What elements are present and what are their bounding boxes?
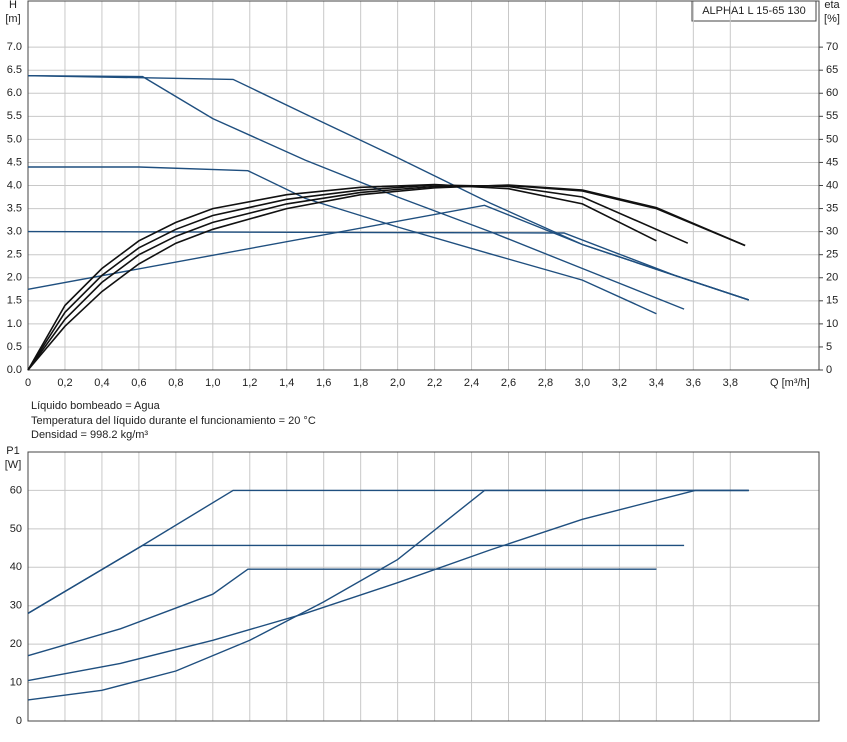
- y-tick-label: 5.5: [7, 110, 22, 122]
- y-tick-label: 40: [10, 561, 22, 573]
- x-tick-label: 2,4: [464, 377, 479, 389]
- y2-tick-label: 20: [826, 272, 838, 284]
- y-tick-label: 0: [16, 715, 22, 727]
- curve: [27, 489, 749, 701]
- curve: [28, 166, 657, 315]
- curve: [27, 184, 746, 371]
- y2-tick-label: 10: [826, 318, 838, 330]
- y2-tick-label: 35: [826, 202, 838, 214]
- x-tick-label: 3,2: [612, 377, 627, 389]
- x-axis-label: Q [m³/h]: [770, 377, 810, 389]
- plot-frame: [27, 0, 820, 371]
- x-tick-label: 3,8: [723, 377, 738, 389]
- x-tick-label: 0: [25, 377, 31, 389]
- y-tick-label: 60: [10, 484, 22, 496]
- y-axis-label: H: [9, 0, 17, 11]
- y2-axis-unit: [%]: [824, 13, 840, 25]
- y-tick-label: 7.0: [7, 41, 22, 53]
- y-tick-label: 0.5: [7, 341, 22, 353]
- y-tick-label: 6.5: [7, 64, 22, 76]
- x-tick-label: 3,4: [649, 377, 664, 389]
- y-tick-label: 1.0: [7, 318, 22, 330]
- curve: [27, 568, 657, 657]
- curve: [27, 184, 689, 371]
- y-tick-label: 3.5: [7, 202, 22, 214]
- chart-title: ALPHA1 L 15-65 130: [702, 5, 806, 17]
- y2-tick-label: 50: [826, 133, 838, 145]
- curve: [27, 183, 657, 371]
- y2-tick-label: 60: [826, 87, 838, 99]
- curve: [27, 75, 685, 310]
- curve: [27, 489, 749, 682]
- y2-tick-label: 5: [826, 341, 832, 353]
- y-tick-label: 10: [10, 676, 22, 688]
- y-tick-label: 50: [10, 523, 22, 535]
- x-tick-label: 0,2: [57, 377, 72, 389]
- y2-tick-label: 55: [826, 110, 838, 122]
- x-tick-label: 0,6: [131, 377, 146, 389]
- y-tick-label: 4.0: [7, 179, 22, 191]
- x-tick-label: 1,2: [242, 377, 257, 389]
- x-tick-label: 2,2: [427, 377, 442, 389]
- y-tick-label: 2.0: [7, 272, 22, 284]
- y-tick-label: 20: [10, 638, 22, 650]
- y2-tick-label: 25: [826, 249, 838, 261]
- y-tick-label: 0.0: [7, 364, 22, 376]
- curve: [27, 184, 746, 371]
- note: Líquido bombeado = Agua: [31, 400, 161, 412]
- x-tick-label: 1,0: [205, 377, 220, 389]
- x-tick-label: 3,0: [575, 377, 590, 389]
- y2-axis-label: eta: [824, 0, 840, 11]
- x-tick-label: 2,0: [390, 377, 405, 389]
- y-tick-label: 1.5: [7, 295, 22, 307]
- y-axis-unit: [W]: [5, 459, 22, 471]
- x-tick-label: 0,4: [94, 377, 109, 389]
- y-tick-label: 4.5: [7, 156, 22, 168]
- curve: [27, 204, 750, 301]
- y-tick-label: 5.0: [7, 133, 22, 145]
- x-tick-label: 1,8: [353, 377, 368, 389]
- y-tick-label: 2.5: [7, 249, 22, 261]
- plot-frame: [27, 451, 820, 722]
- y2-tick-label: 30: [826, 226, 838, 238]
- y2-tick-label: 0: [826, 364, 832, 376]
- curve: [27, 544, 685, 615]
- note: Temperatura del líquido durante el funci…: [31, 415, 316, 427]
- y2-tick-label: 65: [826, 64, 838, 76]
- curve: [27, 489, 749, 615]
- y2-tick-label: 45: [826, 156, 838, 168]
- x-tick-label: 0,8: [168, 377, 183, 389]
- y-tick-label: 3.0: [7, 226, 22, 238]
- y2-tick-label: 15: [826, 295, 838, 307]
- x-tick-label: 3,6: [686, 377, 701, 389]
- x-tick-label: 1,4: [279, 377, 294, 389]
- x-tick-label: 2,6: [501, 377, 516, 389]
- y2-tick-label: 70: [826, 41, 838, 53]
- y-axis-label: P1: [6, 445, 19, 457]
- y-tick-label: 30: [10, 600, 22, 612]
- y-axis-unit: [m]: [5, 13, 20, 25]
- x-tick-label: 1,6: [316, 377, 331, 389]
- x-tick-label: 2,8: [538, 377, 553, 389]
- note: Densidad = 998.2 kg/m³: [31, 429, 148, 441]
- y-tick-label: 6.0: [7, 87, 22, 99]
- y2-tick-label: 40: [826, 179, 838, 191]
